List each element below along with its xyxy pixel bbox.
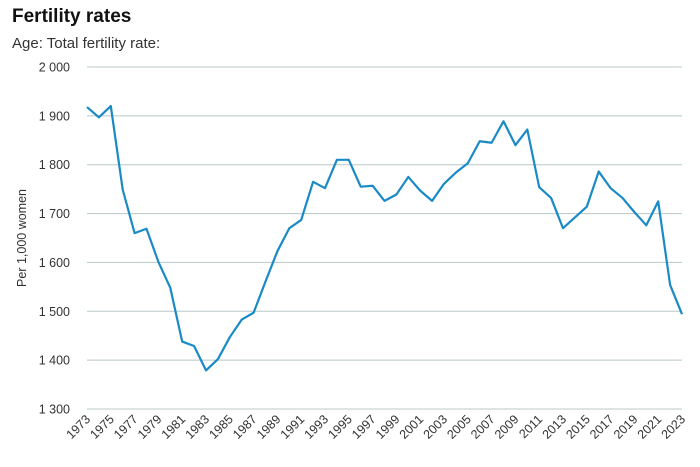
- data-point: [215, 357, 220, 362]
- y-tick-label: 1 700: [39, 207, 70, 221]
- data-point: [323, 186, 328, 191]
- x-tick-label: 1989: [254, 412, 284, 442]
- gridlines: [87, 66, 682, 410]
- x-tick-label: 1979: [135, 412, 165, 442]
- data-point: [453, 170, 458, 175]
- data-point: [239, 317, 244, 322]
- data-point: [108, 104, 113, 109]
- y-tick-label: 1 800: [39, 158, 70, 172]
- x-tick-label: 2019: [611, 412, 641, 442]
- data-point: [120, 187, 125, 192]
- data-point: [168, 285, 173, 290]
- data-point: [358, 184, 363, 189]
- data-point: [549, 195, 554, 200]
- x-tick-label: 2013: [540, 412, 570, 442]
- y-tick-label: 1 300: [39, 403, 70, 417]
- data-point: [299, 217, 304, 222]
- data-point: [632, 210, 637, 215]
- data-point: [477, 139, 482, 144]
- x-tick-label: 1987: [230, 412, 260, 442]
- x-tick-label: 2021: [635, 412, 665, 442]
- data-point: [96, 115, 101, 120]
- data-point: [442, 181, 447, 186]
- x-tick-label: 1981: [159, 412, 189, 442]
- y-tick-label: 1 500: [39, 305, 70, 319]
- x-tick-label: 1983: [183, 412, 213, 442]
- data-point: [656, 199, 661, 204]
- data-point: [251, 310, 256, 315]
- data-point: [204, 368, 209, 373]
- data-point: [561, 226, 566, 231]
- y-tick-label: 2 000: [39, 61, 70, 75]
- series-group: [85, 104, 685, 373]
- data-point: [525, 127, 530, 132]
- data-point: [382, 198, 387, 203]
- data-point: [596, 169, 601, 174]
- data-point: [489, 140, 494, 145]
- data-point: [668, 282, 673, 287]
- data-point: [85, 105, 90, 110]
- x-tick-label: 1977: [111, 412, 141, 442]
- data-point: [608, 186, 613, 191]
- x-tick-label: 1999: [373, 412, 403, 442]
- x-tick-label: 1985: [206, 412, 236, 442]
- x-tick-label: 2007: [468, 412, 498, 442]
- x-tick-label: 2001: [397, 412, 427, 442]
- x-tick-label: 2017: [587, 412, 617, 442]
- data-point: [584, 204, 589, 209]
- data-point: [406, 174, 411, 179]
- data-point: [644, 223, 649, 228]
- x-tick-label: 1997: [349, 412, 379, 442]
- x-tick-label: 1993: [302, 412, 332, 442]
- data-point: [430, 198, 435, 203]
- chart-title: Fertility rates: [12, 6, 132, 27]
- data-point: [334, 157, 339, 162]
- chart-subtitle: Age: Total fertility rate:: [12, 35, 161, 52]
- data-point: [572, 215, 577, 220]
- data-point: [465, 161, 470, 166]
- series-line: [86, 104, 684, 372]
- data-point: [132, 231, 137, 236]
- y-axis-title: Per 1,000 women: [15, 189, 29, 287]
- x-tick-label: 2011: [516, 412, 545, 441]
- x-axis-ticks: 1973197519771979198119831985198719891991…: [64, 412, 689, 442]
- data-point: [311, 179, 316, 184]
- x-tick-label: 1995: [325, 412, 355, 442]
- data-point: [263, 279, 268, 284]
- data-point: [501, 119, 506, 124]
- data-point: [346, 157, 351, 162]
- x-tick-label: 1973: [64, 412, 94, 442]
- y-axis-ticks: 1 300 1 400 1 500 1 600 1 700 1 800 1 900 2 000: [39, 61, 70, 417]
- x-tick-label: 2009: [492, 412, 522, 442]
- x-tick-label: 2015: [563, 412, 593, 442]
- data-point: [418, 188, 423, 193]
- data-point: [180, 339, 185, 344]
- data-point: [192, 343, 197, 348]
- x-tick-label: 1991: [278, 412, 308, 442]
- y-tick-label: 1 400: [39, 354, 70, 368]
- data-point: [370, 183, 375, 188]
- x-tick-label: 2023: [659, 412, 689, 442]
- data-point: [513, 143, 518, 148]
- data-point: [620, 195, 625, 200]
- data-point: [537, 185, 542, 190]
- data-point: [227, 335, 232, 340]
- data-point: [287, 226, 292, 231]
- data-point: [680, 312, 685, 317]
- y-tick-label: 1 600: [39, 256, 70, 270]
- data-point: [144, 226, 149, 231]
- data-point: [275, 249, 280, 254]
- data-point: [156, 259, 161, 264]
- x-tick-label: 2003: [421, 412, 451, 442]
- x-tick-label: 1975: [87, 412, 117, 442]
- x-tick-label: 2005: [444, 412, 474, 442]
- y-tick-label: 1 900: [39, 109, 70, 123]
- data-point: [394, 192, 399, 197]
